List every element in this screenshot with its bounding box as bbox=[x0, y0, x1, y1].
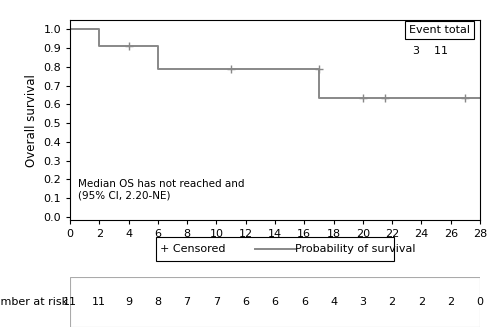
FancyBboxPatch shape bbox=[156, 237, 394, 261]
X-axis label: Months from treatment start: Months from treatment start bbox=[190, 245, 360, 258]
Text: 6: 6 bbox=[301, 297, 308, 307]
Text: 6: 6 bbox=[272, 297, 278, 307]
Y-axis label: Overall survival: Overall survival bbox=[24, 74, 38, 167]
Text: 11: 11 bbox=[63, 297, 77, 307]
Text: 11: 11 bbox=[92, 297, 106, 307]
Point bbox=[359, 95, 367, 100]
Point bbox=[227, 66, 235, 72]
Text: 0: 0 bbox=[476, 297, 484, 307]
Text: 4: 4 bbox=[330, 297, 337, 307]
Point bbox=[315, 66, 323, 72]
Point bbox=[462, 95, 469, 100]
Text: 3: 3 bbox=[360, 297, 366, 307]
Text: + Censored: + Censored bbox=[160, 244, 226, 254]
Bar bbox=[70, 277, 480, 327]
Text: Event total: Event total bbox=[409, 25, 470, 35]
Text: Number at risk: Number at risk bbox=[0, 297, 68, 307]
Text: 8: 8 bbox=[154, 297, 162, 307]
Text: 7: 7 bbox=[184, 297, 190, 307]
Text: 9: 9 bbox=[125, 297, 132, 307]
Text: Probability of survival: Probability of survival bbox=[294, 244, 415, 254]
Text: 2: 2 bbox=[418, 297, 425, 307]
Point bbox=[381, 95, 389, 100]
Text: 2: 2 bbox=[447, 297, 454, 307]
Text: 2: 2 bbox=[388, 297, 396, 307]
Text: 6: 6 bbox=[242, 297, 249, 307]
Text: 3    11: 3 11 bbox=[414, 46, 448, 56]
Text: Median OS has not reached and
(95% CI, 2.20-NE): Median OS has not reached and (95% CI, 2… bbox=[78, 179, 244, 200]
Point bbox=[124, 44, 132, 49]
Text: 7: 7 bbox=[213, 297, 220, 307]
